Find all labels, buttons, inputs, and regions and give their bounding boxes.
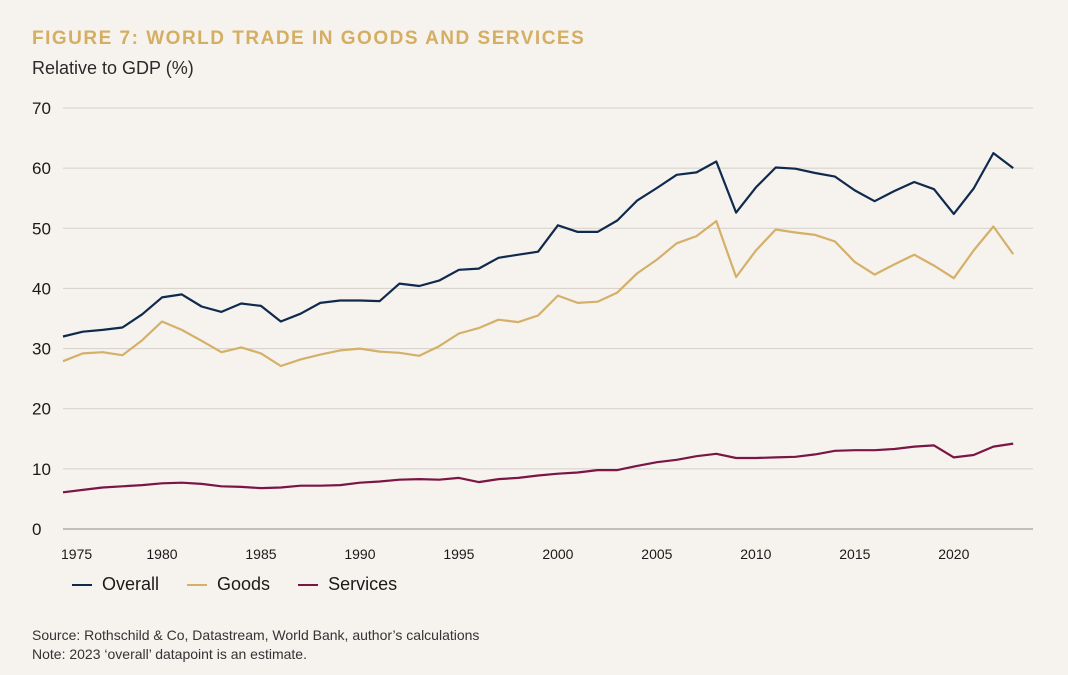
y-tick-label: 50 <box>32 219 51 238</box>
x-tick-label: 2015 <box>839 546 870 562</box>
x-axis-ticks: 1975 1980 1985 1990 1995 2000 2005 2010 2015 2020 <box>61 546 970 562</box>
series-line-goods <box>62 220 1015 368</box>
series-line-overall <box>62 152 1014 338</box>
legend-item-overall: Overall <box>72 574 159 595</box>
legend-swatch <box>72 583 92 586</box>
legend-label: Goods <box>217 574 271 594</box>
legend-item-goods: Goods <box>187 574 270 595</box>
x-tick-label: 1995 <box>443 546 474 562</box>
x-tick-label: 2000 <box>542 546 573 562</box>
x-tick-label: 1985 <box>245 546 276 562</box>
chart-title: FIGURE 7: WORLD TRADE IN GOODS AND SERVI… <box>32 28 586 49</box>
legend-item-services: Services <box>298 574 397 595</box>
y-tick-label: 70 <box>32 99 51 118</box>
legend-label: Overall <box>102 574 160 594</box>
y-tick-label: 40 <box>32 279 51 298</box>
x-tick-label: 2005 <box>641 546 672 562</box>
y-tick-label: 60 <box>32 159 51 178</box>
gridlines <box>63 107 1033 530</box>
y-tick-label: 20 <box>32 400 51 419</box>
series-line-services <box>62 442 1014 494</box>
x-tick-label: 1975 <box>61 546 92 562</box>
estimate-note: Note: 2023 ‘overall’ datapoint is an est… <box>32 646 307 662</box>
chart-subtitle: Relative to GDP (%) <box>32 58 194 78</box>
x-tick-label: 1980 <box>146 546 177 562</box>
series-lines <box>62 152 1015 494</box>
y-tick-label: 0 <box>32 520 41 539</box>
legend: Overall Goods Services <box>72 574 425 595</box>
x-tick-label: 1990 <box>344 546 375 562</box>
y-axis-ticks: 0 10 20 30 40 50 60 70 <box>32 99 51 539</box>
y-tick-label: 10 <box>32 460 51 479</box>
footnotes: Source: Rothschild & Co, Datastream, Wor… <box>32 626 479 664</box>
x-tick-label: 2020 <box>938 546 969 562</box>
source-note: Source: Rothschild & Co, Datastream, Wor… <box>32 627 480 643</box>
legend-swatch <box>298 583 319 586</box>
legend-swatch <box>187 583 208 586</box>
legend-label: Services <box>328 574 398 594</box>
y-tick-label: 30 <box>32 340 51 359</box>
x-tick-label: 2010 <box>740 546 771 562</box>
